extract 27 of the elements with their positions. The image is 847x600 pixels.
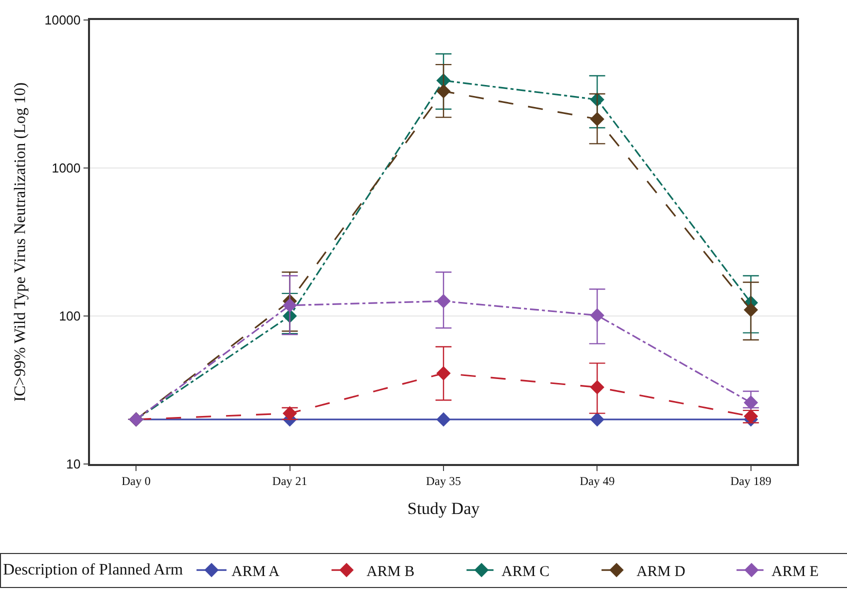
- point: [436, 294, 451, 308]
- legend-label: ARM C: [502, 564, 550, 580]
- legend-label: ARM B: [366, 564, 414, 580]
- x-tick-label: Day 0: [122, 474, 151, 488]
- point: [744, 302, 758, 318]
- x-axis-title: Study Day: [407, 499, 480, 518]
- point: [590, 412, 604, 427]
- x-tick-label: Day 189: [730, 474, 772, 488]
- point: [436, 366, 451, 380]
- point: [590, 308, 604, 323]
- point: [744, 395, 758, 410]
- legend-label: ARM E: [772, 564, 819, 580]
- y-tick-label: 100: [58, 308, 81, 324]
- point: [282, 298, 297, 313]
- x-tick-label: Day 21: [272, 474, 308, 488]
- x-tick-label: Day 49: [580, 474, 615, 488]
- legend-title: Description of Planned Arm: [3, 562, 184, 579]
- legend-label: ARM D: [636, 564, 686, 580]
- x-tick-label: Day 35: [426, 474, 461, 488]
- point: [436, 84, 451, 98]
- point: [590, 112, 604, 126]
- y-axis-title: IC>99% Wild Type Virus Neutralization (Log 10): [12, 82, 29, 402]
- y-tick-label: 10: [66, 456, 81, 472]
- legend-label: ARM A: [232, 564, 280, 580]
- y-tick-label: 1000: [52, 160, 81, 176]
- point: [436, 412, 451, 427]
- y-tick-label: 10000: [44, 12, 81, 28]
